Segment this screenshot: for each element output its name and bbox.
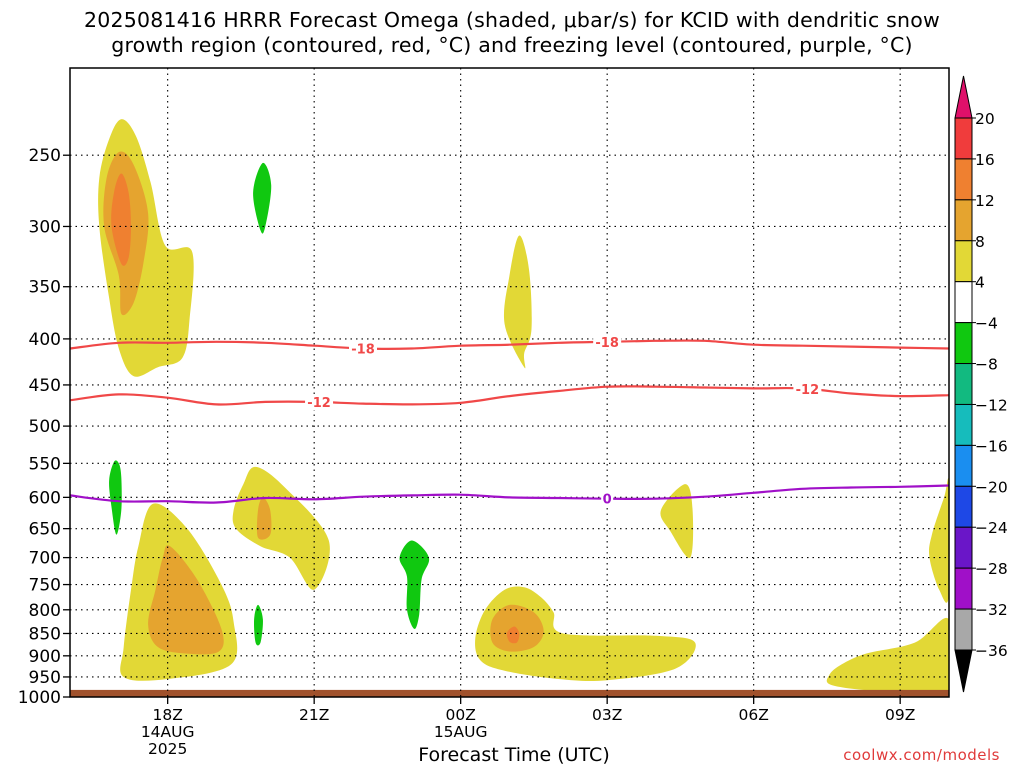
contour-label-bg xyxy=(305,394,334,411)
colorbar-segment-8 xyxy=(954,444,973,487)
x-tick-label-5-0: 21Z xyxy=(299,706,329,724)
colorbar-label-2: 12 xyxy=(975,192,995,210)
omega-region-14-level-12 xyxy=(506,626,520,644)
y-tick-label-700: 700 xyxy=(29,549,61,569)
colorbar: 20 16 12 8 4 −4 −8 −12 −16 −20 −24 −28 −32 −36 xyxy=(954,75,1008,693)
x-tick-label-11-0: 03Z xyxy=(592,706,622,724)
colorbar-top-arrow xyxy=(954,75,973,119)
colorbar-label-4: 4 xyxy=(975,274,985,292)
y-tick-label-750: 750 xyxy=(29,576,61,596)
omega-region-9-level-8 xyxy=(256,497,272,540)
omega-shading-layer xyxy=(98,119,949,697)
chart-title-line1: 2025081416 HRRR Forecast Omega (shaded, … xyxy=(84,8,940,32)
omega-region-7-level-8 xyxy=(148,545,224,655)
colorbar-segment-4 xyxy=(954,281,973,324)
y-tick-label-950: 950 xyxy=(29,668,61,688)
contour-label-bg xyxy=(601,490,614,507)
colorbar-segment-11 xyxy=(954,567,973,610)
contour-label-0-1: -18 xyxy=(593,333,622,351)
contour-layer: -18 -18 -12 -12 0 xyxy=(70,333,949,508)
y-tick-label-800: 800 xyxy=(29,601,61,621)
colorbar-label-3: 8 xyxy=(975,233,985,251)
x-tick-label-2-2: 2025 xyxy=(148,740,187,758)
y-tick-label-250: 250 xyxy=(29,146,61,166)
omega-region-11-level--4 xyxy=(399,540,430,629)
colorbar-segment-3 xyxy=(954,240,973,283)
colorbar-segment-1 xyxy=(954,158,973,201)
x-tick-label-2-0: 18Z xyxy=(152,706,182,724)
contour-label-text: -18 xyxy=(595,336,619,351)
omega-region-4-level-4 xyxy=(503,235,532,369)
colorbar-segment-12 xyxy=(954,608,973,651)
omega-region-17-level-4 xyxy=(826,617,949,697)
colorbar-segment-10 xyxy=(954,526,973,569)
credit-link[interactable]: coolwx.com/models xyxy=(843,746,1000,764)
colorbar-label-1: 16 xyxy=(975,151,995,169)
y-axis: 250 300 350 400 450 500 550 600 650 700 750 800 850 9… xyxy=(18,146,70,708)
omega-region-2-level-12 xyxy=(111,173,131,266)
plot-frame xyxy=(69,67,950,698)
y-tick-label-600: 600 xyxy=(29,488,61,508)
colorbar-label-8: −16 xyxy=(975,437,1008,455)
colorbar-label-5: −4 xyxy=(975,315,998,333)
x-axis-label: Forecast Time (UTC) xyxy=(418,744,610,766)
y-tick-label-650: 650 xyxy=(29,520,61,540)
chart-title-line2: growth region (contoured, red, °C) and f… xyxy=(111,33,913,57)
contour-label-text: -18 xyxy=(351,343,375,358)
x-tick-label-14-0: 06Z xyxy=(738,706,768,724)
colorbar-label-13: −36 xyxy=(975,642,1008,660)
colorbar-label-0: 20 xyxy=(975,110,995,128)
colorbar-label-12: −32 xyxy=(975,601,1008,619)
colorbar-label-7: −12 xyxy=(975,396,1008,414)
contour-label-bg xyxy=(349,340,377,357)
colorbar-label-9: −20 xyxy=(975,478,1008,496)
ground-surface xyxy=(70,689,949,697)
ground-layer xyxy=(70,689,949,697)
y-tick-label-350: 350 xyxy=(29,278,61,298)
colorbar-segment-7 xyxy=(954,403,973,446)
y-tick-label-900: 900 xyxy=(29,647,61,667)
colorbar-label-6: −8 xyxy=(975,356,998,374)
y-tick-label-1000: 1000 xyxy=(18,688,61,708)
colorbar-segment-6 xyxy=(954,363,973,405)
x-tick-label-2-1: 14AUG xyxy=(141,723,195,741)
y-tick-label-400: 400 xyxy=(29,330,61,350)
colorbar-label-10: −24 xyxy=(975,519,1008,537)
contour-label-2-0: 0 xyxy=(601,490,614,508)
colorbar-segment-2 xyxy=(954,199,973,242)
omega-region-16-level-4 xyxy=(928,478,949,603)
y-tick-label-550: 550 xyxy=(29,454,61,474)
omega-region-13-level-8 xyxy=(490,604,544,652)
omega-region-3-level--4 xyxy=(253,162,272,234)
contour-line-0 xyxy=(70,339,949,350)
omega-region-15-level-4 xyxy=(660,484,694,558)
y-tick-label-300: 300 xyxy=(29,217,61,237)
colorbar-segment-0 xyxy=(954,117,973,160)
colorbar-label-11: −28 xyxy=(975,560,1008,578)
contour-label-text: -12 xyxy=(307,396,331,411)
contour-label-text: -12 xyxy=(796,383,820,398)
y-tick-label-450: 450 xyxy=(29,376,61,396)
contour-label-bg xyxy=(793,380,822,397)
x-tick-label-8-1: 15AUG xyxy=(434,723,488,741)
contour-label-bg xyxy=(593,333,622,350)
omega-region-10-level--4 xyxy=(253,604,263,646)
colorbar-segment-9 xyxy=(954,485,973,528)
contour-label-1-0: -12 xyxy=(305,394,334,411)
contour-label-0-0: -18 xyxy=(349,340,377,358)
contour-line-2 xyxy=(70,484,949,504)
y-tick-label-850: 850 xyxy=(29,624,61,644)
x-tick-label-8-0: 00Z xyxy=(445,706,475,724)
y-tick-label-500: 500 xyxy=(29,417,61,437)
colorbar-segment-5 xyxy=(954,322,973,365)
contour-label-1-1: -12 xyxy=(793,380,822,398)
colorbar-bottom-arrow xyxy=(954,649,973,693)
contour-label-text: 0 xyxy=(603,493,612,508)
x-tick-label-17-0: 09Z xyxy=(885,706,915,724)
